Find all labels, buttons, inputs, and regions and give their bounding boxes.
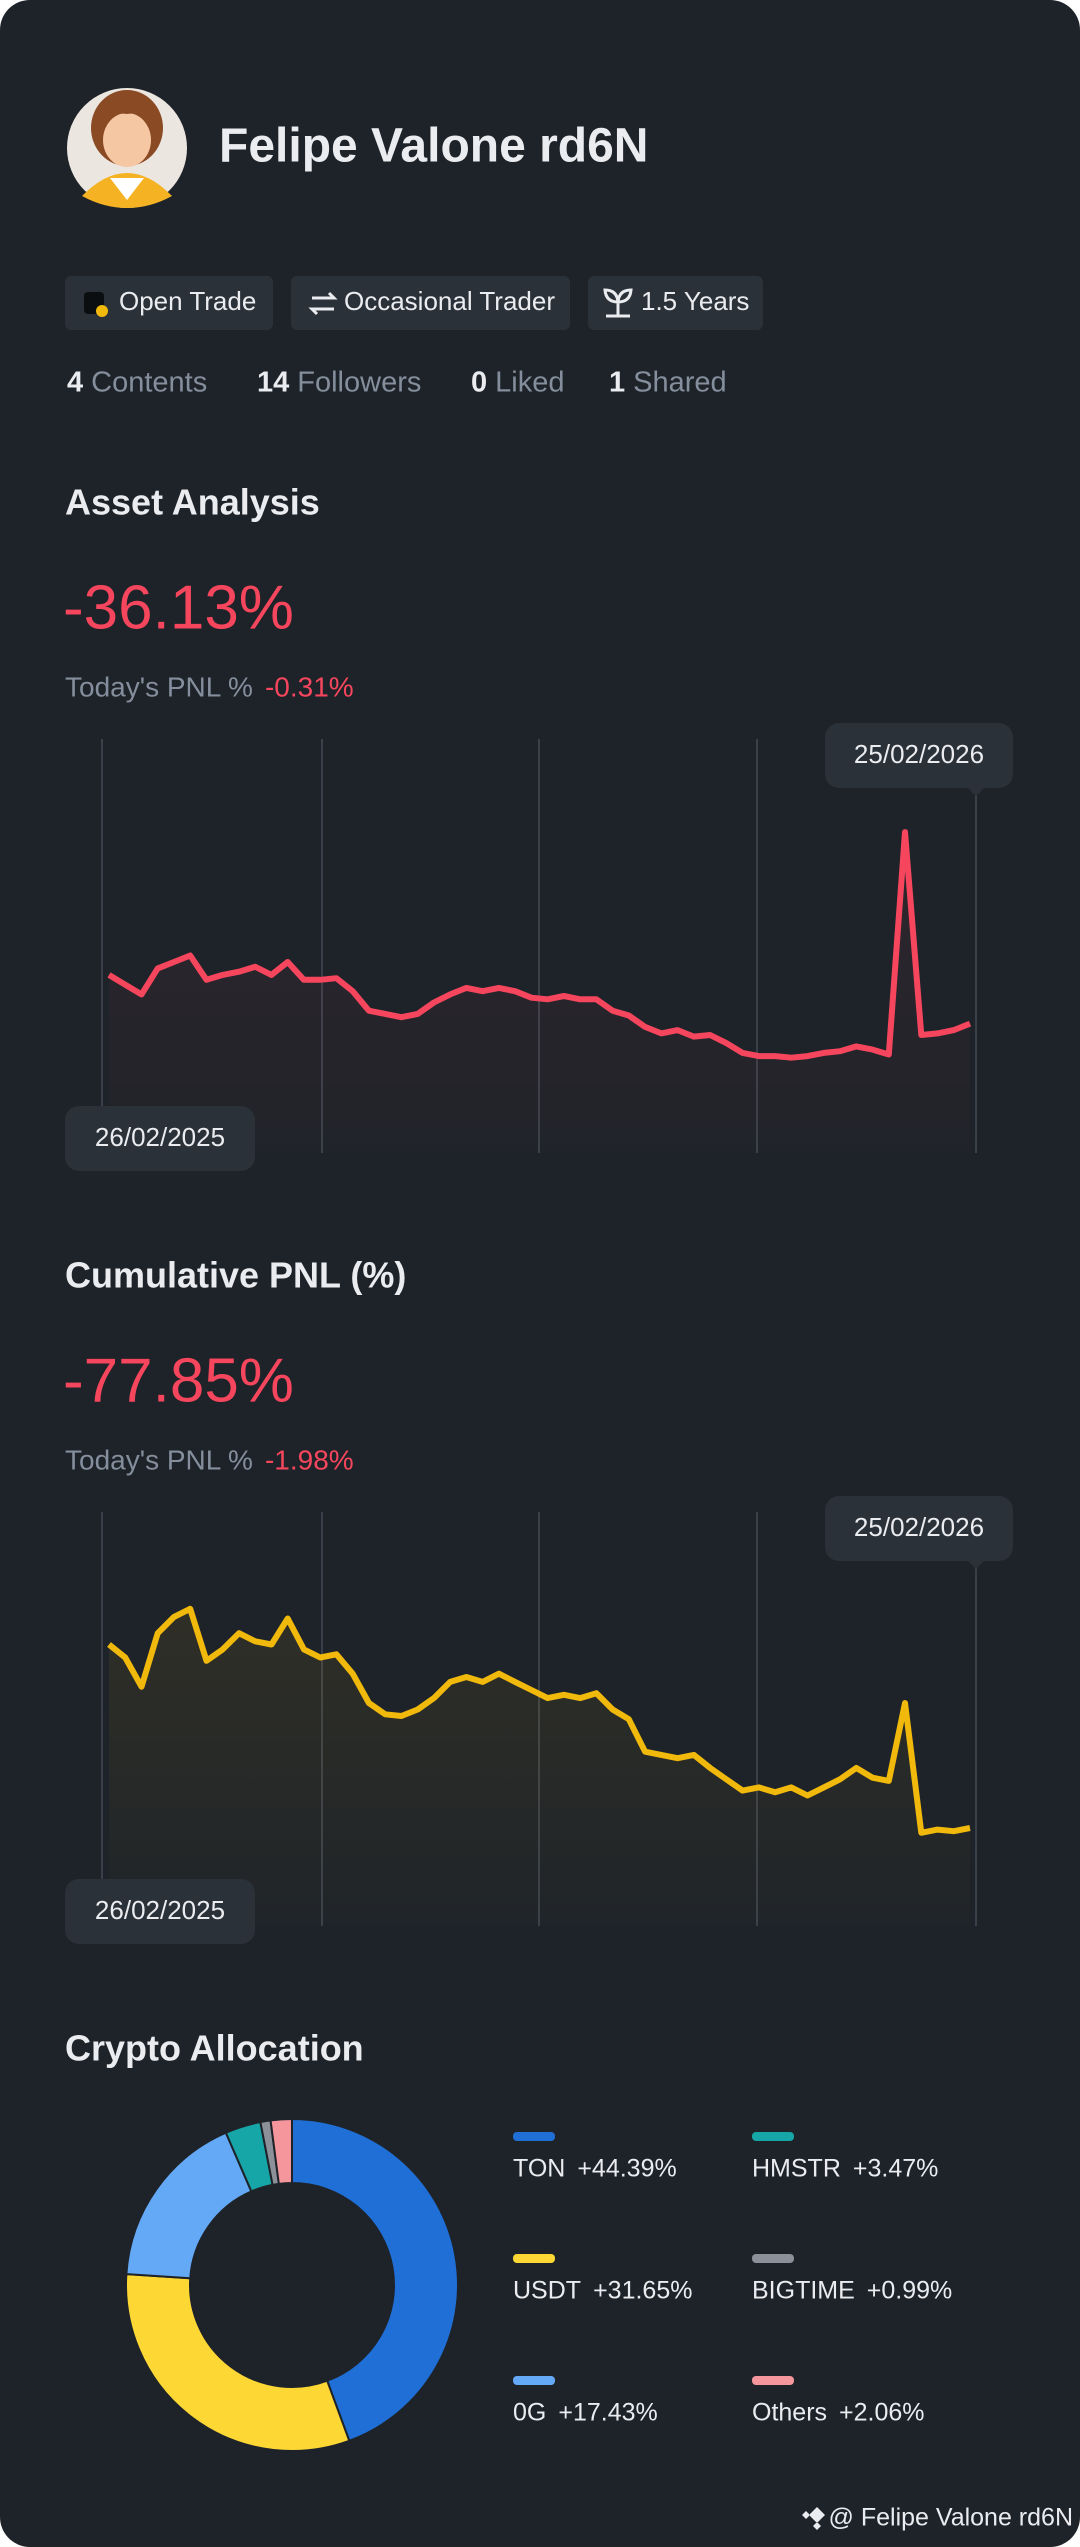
legend-label: 0G	[513, 2399, 546, 2427]
avatar	[67, 88, 187, 208]
footer: @ Felipe Valone rd6N	[802, 2504, 1073, 2532]
stat-value: 14	[257, 367, 289, 399]
legend-label: Others	[752, 2399, 827, 2427]
legend-value: +44.39%	[577, 2155, 676, 2183]
legend-value: +17.43%	[558, 2399, 657, 2427]
section-title: Cumulative PNL (%)	[65, 1255, 406, 1296]
tag-icon	[308, 291, 338, 316]
stat-label: Liked	[495, 367, 564, 399]
legend-value: +3.47%	[853, 2155, 939, 2183]
legend-label: TON	[513, 2155, 565, 2183]
pnl-label: Today's PNL %	[65, 671, 253, 702]
date-pill-pointer	[968, 1561, 984, 1569]
legend-value: +31.65%	[593, 2277, 692, 2305]
pnl-value: -0.31%	[265, 671, 354, 702]
headline-value: -77.85%	[63, 1346, 294, 1415]
line	[107, 829, 972, 1061]
date-pill	[65, 1106, 255, 1171]
legend-label: HMSTR	[752, 2155, 841, 2183]
tag-box	[65, 276, 273, 330]
stat-label: Contents	[91, 367, 207, 399]
legend-swatch	[752, 2376, 794, 2385]
legend-swatch	[513, 2132, 555, 2141]
tag-label: Occasional Trader	[344, 286, 555, 316]
date-pill	[825, 723, 1013, 788]
end-date-label: 25/02/2026	[854, 739, 984, 769]
tag-label: Open Trade	[119, 286, 256, 316]
tag-box	[291, 276, 570, 330]
pnl-label: Today's PNL %	[65, 1444, 253, 1475]
footer-logo	[802, 2507, 825, 2530]
legend-value: +2.06%	[839, 2399, 925, 2427]
date-pill-pointer	[968, 788, 984, 796]
line-area	[109, 832, 970, 1153]
legend-value: +0.99%	[867, 2277, 953, 2305]
tag-label: 1.5 Years	[641, 286, 749, 316]
start-date-label: 26/02/2025	[95, 1122, 225, 1152]
tag-icon	[96, 305, 108, 317]
section-title: Crypto Allocation	[65, 2028, 364, 2069]
date-pill	[825, 1496, 1013, 1561]
stat-value: 4	[67, 367, 83, 399]
footer-text: @ Felipe Valone rd6N	[829, 2504, 1073, 2532]
headline-value: -36.13%	[63, 573, 294, 642]
donut-segment	[125, 2273, 351, 2452]
stat-value: 1	[609, 367, 625, 399]
legend-swatch	[513, 2254, 555, 2263]
charts: Asset Analysis -36.13% Today's PNL % -0.31%…	[63, 482, 1013, 2452]
end-date-label: 25/02/2026	[854, 1512, 984, 1542]
stat-label: Followers	[297, 367, 421, 399]
pnl-value: -1.98%	[265, 1444, 354, 1475]
donut-segment	[269, 2117, 293, 2185]
legend-label: USDT	[513, 2277, 581, 2305]
section-title: Asset Analysis	[65, 482, 320, 523]
legend-label: BIGTIME	[752, 2277, 855, 2305]
stats: 4 Contents 14 Followers 0 Liked 1 Shared	[67, 367, 727, 399]
tags: Open Trade Occasional Trader 1.5 Years	[65, 276, 763, 330]
start-date-label: 26/02/2025	[95, 1895, 225, 1925]
stat-value: 0	[471, 367, 487, 399]
line-area	[109, 1608, 970, 1926]
date-pill	[65, 1879, 255, 1944]
legend-swatch	[752, 2132, 794, 2141]
legend-swatch	[752, 2254, 794, 2263]
donut-segment	[291, 2117, 459, 2443]
tag-icon	[603, 288, 633, 318]
line	[107, 1605, 971, 1836]
legend-swatch	[513, 2376, 555, 2385]
stat-label: Shared	[633, 367, 727, 399]
user-name: Felipe Valone rd6N	[219, 120, 648, 173]
